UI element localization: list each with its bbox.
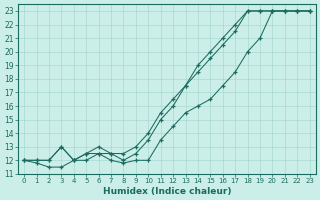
X-axis label: Humidex (Indice chaleur): Humidex (Indice chaleur) — [103, 187, 231, 196]
